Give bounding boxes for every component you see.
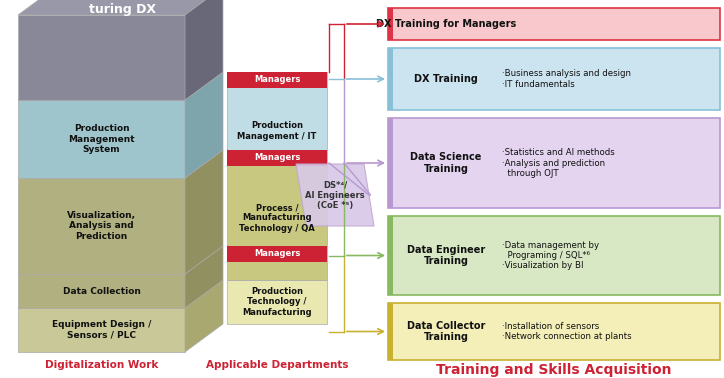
Polygon shape [227,280,327,324]
Polygon shape [185,280,223,352]
Text: Manufac-
turing DX: Manufac- turing DX [89,0,156,16]
Text: Applicable Departments: Applicable Departments [206,360,348,370]
Text: Managers: Managers [254,76,300,85]
FancyBboxPatch shape [388,48,720,110]
Polygon shape [18,274,185,308]
FancyBboxPatch shape [388,118,720,208]
Text: Data Science
Training: Data Science Training [411,152,481,174]
FancyBboxPatch shape [388,303,720,360]
Text: Visualization,
Analysis and
Prediction: Visualization, Analysis and Prediction [67,211,136,241]
Text: ·Data management by
  Programing / SQL*⁶
·Visualization by BI: ·Data management by Programing / SQL*⁶ ·… [502,241,599,270]
Polygon shape [18,280,223,308]
Polygon shape [18,308,185,352]
FancyBboxPatch shape [388,216,393,295]
Polygon shape [227,246,327,262]
Polygon shape [185,150,223,274]
FancyBboxPatch shape [388,8,393,40]
Text: Production
Technology /
Manufacturing: Production Technology / Manufacturing [243,287,312,317]
Polygon shape [18,150,223,178]
FancyBboxPatch shape [388,216,720,295]
Text: Managers: Managers [254,153,300,163]
Polygon shape [18,72,223,100]
Polygon shape [227,72,327,88]
Polygon shape [227,150,327,246]
Polygon shape [18,0,223,15]
Text: Training and Skills Acquisition: Training and Skills Acquisition [437,363,672,377]
Text: DX Training: DX Training [414,74,478,84]
Text: Data Collector
Training: Data Collector Training [407,321,485,342]
Polygon shape [227,246,327,280]
Text: Production
Management
System: Production Management System [68,124,135,154]
Polygon shape [18,178,185,274]
Polygon shape [227,72,327,150]
Polygon shape [185,246,223,308]
Polygon shape [18,15,185,100]
Text: Data Collection: Data Collection [62,287,140,296]
Polygon shape [227,150,327,166]
Text: DX Training for Managers: DX Training for Managers [376,19,516,29]
Text: Managers: Managers [254,249,300,259]
Polygon shape [185,72,223,178]
Text: ·Business analysis and design
·IT fundamentals: ·Business analysis and design ·IT fundam… [502,69,631,89]
Text: ·Installation of sensors
·Network connection at plants: ·Installation of sensors ·Network connec… [502,322,631,341]
FancyBboxPatch shape [388,303,393,360]
FancyBboxPatch shape [388,48,393,110]
Text: Digitalization Work: Digitalization Work [45,360,158,370]
Text: ·Statistics and AI methods
·Analysis and prediction
  through OJT: ·Statistics and AI methods ·Analysis and… [502,148,615,178]
Text: Equipment Design /
Sensors / PLC: Equipment Design / Sensors / PLC [52,320,151,340]
Polygon shape [18,100,185,178]
Text: Process /
Manufacturing
Technology / QA: Process / Manufacturing Technology / QA [239,203,315,233]
Polygon shape [296,164,374,226]
FancyBboxPatch shape [388,118,393,208]
Text: Production
Management / IT: Production Management / IT [237,121,316,141]
FancyBboxPatch shape [388,8,720,40]
Text: Data Engineer
Training: Data Engineer Training [407,245,485,266]
Polygon shape [185,0,223,100]
Text: DS*⁴/
AI Engineers
(CoE *⁵): DS*⁴/ AI Engineers (CoE *⁵) [306,180,365,210]
Polygon shape [18,246,223,274]
